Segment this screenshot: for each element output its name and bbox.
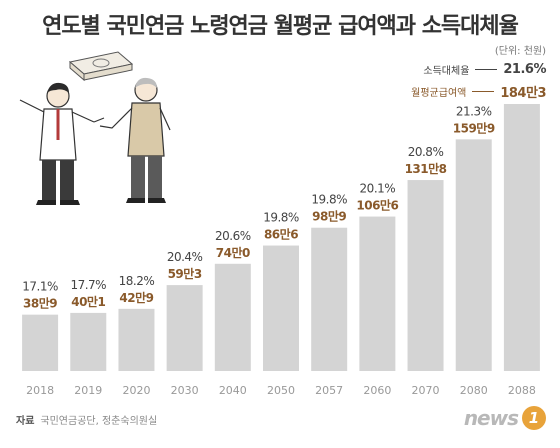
bar-2088 [503, 104, 540, 371]
rate-label-2050: 19.8% [263, 211, 299, 225]
source-note: 자료 국민연금공단, 정춘숙의원실 [16, 412, 157, 427]
bar-2040 [214, 263, 251, 371]
legend-replacement-value: 21.6% [503, 62, 546, 77]
rate-label-2018: 17.1% [22, 280, 58, 294]
x-tick-2050: 2050 [267, 384, 295, 397]
rate-label-2057: 19.8% [311, 193, 347, 207]
rate-label-2020: 18.2% [119, 274, 155, 288]
money-stack-icon [68, 51, 134, 82]
x-tick-2019: 2019 [74, 384, 102, 397]
source-text: 국민연금공단, 정춘숙의원실 [40, 416, 158, 427]
benefit-label-2030: 59만3 [168, 266, 202, 281]
x-tick-2070: 2070 [412, 384, 440, 397]
legend-benefit-value: 184만3 [500, 86, 546, 101]
logo-text: news [463, 406, 519, 430]
bar-2020 [118, 308, 155, 371]
illustration-two-men [19, 51, 171, 205]
source-label: 자료 [16, 416, 35, 427]
x-tick-2088: 2088 [508, 384, 536, 397]
legend-benefit-label: 월평균급여액 [411, 88, 467, 99]
x-tick-2018: 2018 [26, 384, 54, 397]
rate-label-2060: 20.1% [360, 182, 396, 196]
x-tick-2057: 2057 [315, 384, 343, 397]
rate-label-2040: 20.6% [215, 229, 251, 243]
legend-replacement-label: 소득대체율 [423, 66, 470, 77]
unit-label: (단위: 천원) [494, 46, 546, 57]
benefit-label-2060: 106만6 [356, 198, 398, 213]
bar-2080 [455, 139, 492, 371]
benefit-label-2057: 98만9 [312, 209, 346, 224]
bar-2019 [70, 312, 107, 371]
x-tick-2040: 2040 [219, 384, 247, 397]
man-right-figure [99, 77, 171, 203]
rate-label-2080: 21.3% [456, 104, 492, 118]
benefit-label-2019: 40만1 [71, 294, 105, 309]
benefit-label-2040: 74만0 [216, 245, 250, 260]
x-tick-2030: 2030 [171, 384, 199, 397]
legend-benefit-line [472, 91, 495, 92]
legend-replacement-line [475, 69, 498, 70]
legend-monthly-benefit: 월평균급여액 184만3 [411, 82, 546, 101]
logo-badge: 1 [522, 406, 546, 430]
rate-label-2019: 17.7% [70, 278, 106, 292]
benefit-label-2070: 131만8 [405, 161, 447, 176]
x-tick-2020: 2020 [122, 384, 150, 397]
benefit-label-2080: 159만9 [453, 120, 495, 135]
benefit-label-2020: 42만9 [119, 290, 153, 305]
benefit-label-2050: 86만6 [264, 227, 298, 242]
rate-label-2030: 20.4% [167, 250, 203, 264]
news1-logo: news 1 [464, 406, 546, 430]
benefit-label-2018: 38만9 [23, 296, 57, 311]
bar-2018 [22, 314, 59, 371]
x-tick-2060: 2060 [363, 384, 391, 397]
bar-2057 [311, 227, 348, 371]
bar-2070 [407, 180, 444, 371]
x-tick-2080: 2080 [460, 384, 488, 397]
bar-2050 [263, 245, 299, 371]
bar-2060 [359, 216, 396, 371]
man-left-figure [19, 82, 105, 205]
chart-title: 연도별 국민연금 노령연금 월평균 급여액과 소득대체율 [42, 14, 519, 39]
legend-replacement-rate: 소득대체율 21.6% [423, 62, 546, 77]
bar-2030 [166, 285, 203, 371]
rate-label-2070: 20.8% [408, 145, 444, 159]
